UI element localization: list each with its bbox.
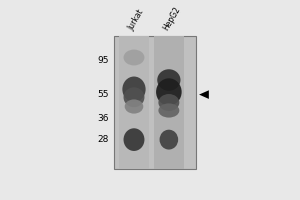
Bar [154, 36, 184, 169]
Ellipse shape [156, 78, 182, 106]
Text: 28: 28 [97, 135, 108, 144]
Ellipse shape [158, 103, 179, 118]
Ellipse shape [122, 77, 146, 102]
Bar [119, 36, 149, 169]
Ellipse shape [124, 87, 145, 107]
Ellipse shape [160, 130, 178, 150]
Ellipse shape [124, 128, 145, 151]
Text: Jurkat: Jurkat [126, 8, 145, 32]
Ellipse shape [157, 69, 181, 91]
Polygon shape [199, 90, 209, 99]
Ellipse shape [125, 99, 143, 114]
Text: HepG2: HepG2 [161, 6, 182, 32]
Text: 55: 55 [97, 90, 108, 99]
Text: 36: 36 [97, 114, 108, 123]
Ellipse shape [158, 94, 179, 111]
Ellipse shape [124, 50, 145, 65]
Text: 95: 95 [97, 56, 108, 65]
Bar [114, 36, 196, 169]
